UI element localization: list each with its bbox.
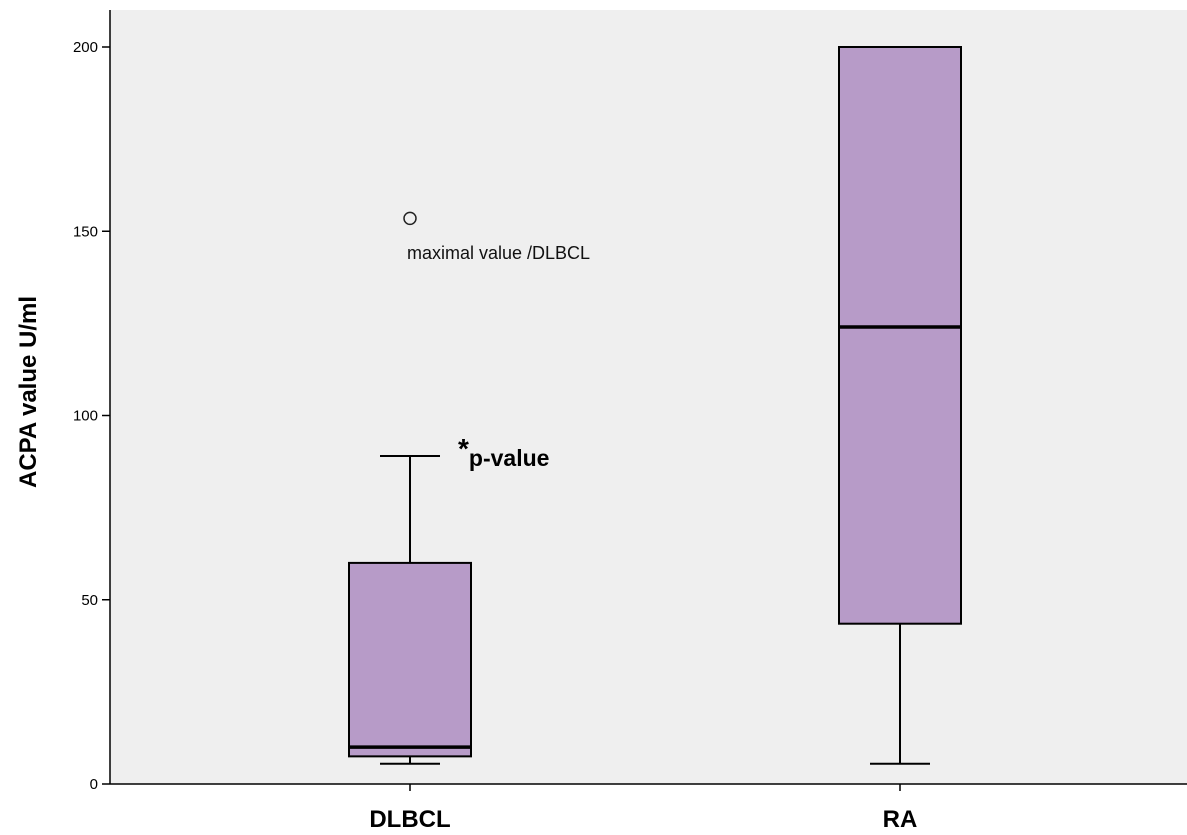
y-ticks: 0 50 100 150 200 (73, 39, 110, 793)
axes-layer (109, 10, 1187, 785)
x-category-label-dlbcl: DLBCL (369, 806, 450, 833)
x-category-label-ra: RA (883, 806, 918, 833)
boxes-layer (348, 46, 962, 765)
y-tick-label-150: 150 (73, 223, 98, 240)
y-tick-label-100: 100 (73, 408, 98, 425)
outlier-annotation: maximal value /DLBCL (407, 243, 590, 263)
x-category-labels: DLBCL RA (369, 784, 917, 833)
y-axis-title: ACPA value U/ml (15, 296, 42, 488)
p-value-annotation: *p-value (458, 433, 549, 471)
box-group-dlbcl (348, 211, 472, 765)
y-tick-label-50: 50 (81, 592, 98, 609)
y-tick-label-200: 200 (73, 39, 98, 56)
p-value-star: * (458, 433, 469, 464)
box-group-ra (838, 46, 962, 765)
y-tick-label-0: 0 (90, 776, 98, 793)
box-dlbcl (348, 561, 472, 758)
outlier-point-dlbcl-0 (403, 211, 417, 226)
p-value-label: p-value (469, 445, 550, 471)
box-ra (838, 46, 962, 625)
plot-area (110, 10, 1187, 784)
